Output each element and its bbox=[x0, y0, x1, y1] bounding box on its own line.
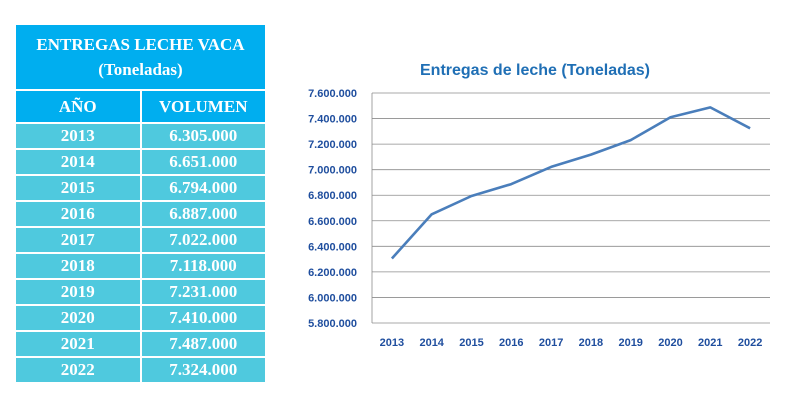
x-tick-label: 2022 bbox=[738, 337, 762, 349]
volume-cell: 6.305.000 bbox=[140, 123, 265, 150]
table-row: 2015 6.794.000 bbox=[16, 175, 265, 202]
y-tick-label: 7.200.000 bbox=[308, 139, 357, 151]
table-row: 2019 7.231.000 bbox=[16, 279, 265, 306]
volume-cell: 7.324.000 bbox=[140, 357, 265, 384]
year-cell: 2019 bbox=[16, 279, 142, 306]
table-title: ENTREGAS LECHE VACA (Toneladas) bbox=[16, 25, 265, 91]
year-cell: 2017 bbox=[16, 227, 142, 254]
volume-cell: 7.231.000 bbox=[140, 279, 265, 306]
volume-cell: 7.410.000 bbox=[140, 305, 265, 332]
x-tick-label: 2017 bbox=[539, 337, 563, 349]
volume-cell: 7.118.000 bbox=[140, 253, 265, 280]
year-cell: 2021 bbox=[16, 331, 142, 358]
x-axis-tick-labels: 2013 2014 2015 2016 2017 2018 2019 2020 2021 2022 bbox=[380, 337, 763, 349]
table-row: 2020 7.410.000 bbox=[16, 305, 265, 332]
data-table: ENTREGAS LECHE VACA (Toneladas) AÑO VOLU… bbox=[16, 25, 265, 384]
table-row: 2014 6.651.000 bbox=[16, 149, 265, 176]
year-cell: 2016 bbox=[16, 201, 142, 228]
y-tick-label: 7.000.000 bbox=[308, 165, 357, 177]
y-tick-label: 7.400.000 bbox=[308, 114, 357, 126]
y-tick-label: 6.400.000 bbox=[308, 241, 357, 253]
volume-cell: 6.887.000 bbox=[140, 201, 265, 228]
x-tick-label: 2016 bbox=[499, 337, 523, 349]
table-row: 2013 6.305.000 bbox=[16, 123, 265, 150]
milk-deliveries-table: ENTREGAS LECHE VACA (Toneladas) AÑO VOLU… bbox=[16, 25, 265, 384]
x-tick-label: 2021 bbox=[698, 337, 722, 349]
volume-cell: 6.651.000 bbox=[140, 149, 265, 176]
series-line bbox=[390, 106, 751, 260]
table-row: 2022 7.324.000 bbox=[16, 357, 265, 384]
volume-cell: 7.487.000 bbox=[140, 331, 265, 358]
year-cell: 2018 bbox=[16, 253, 142, 280]
volume-cell: 6.794.000 bbox=[140, 175, 265, 202]
x-tick-label: 2015 bbox=[459, 337, 483, 349]
y-axis-tick-labels: 5.800.000 6.000.000 6.200.000 6.400.000 6.60… bbox=[308, 88, 357, 330]
y-tick-label: 6.000.000 bbox=[308, 292, 357, 304]
column-header-year: AÑO bbox=[16, 90, 142, 124]
y-tick-label: 7.600.000 bbox=[308, 88, 357, 100]
x-tick-label: 2020 bbox=[658, 337, 682, 349]
column-header-volume: VOLUMEN bbox=[140, 90, 265, 124]
gridlines bbox=[371, 92, 770, 324]
x-tick-label: 2019 bbox=[618, 337, 642, 349]
year-cell: 2013 bbox=[16, 123, 142, 150]
x-tick-label: 2013 bbox=[380, 337, 404, 349]
year-cell: 2020 bbox=[16, 305, 142, 332]
chart-title: Entregas de leche (Toneladas) bbox=[420, 62, 650, 79]
volume-cell: 7.022.000 bbox=[140, 227, 265, 254]
table-row: 2018 7.118.000 bbox=[16, 253, 265, 280]
table-row: 2016 6.887.000 bbox=[16, 201, 265, 228]
y-tick-label: 6.800.000 bbox=[308, 190, 357, 202]
y-tick-label: 6.200.000 bbox=[308, 267, 357, 279]
year-cell: 2015 bbox=[16, 175, 142, 202]
year-cell: 2022 bbox=[16, 357, 142, 384]
x-tick-label: 2018 bbox=[579, 337, 603, 349]
x-tick-label: 2014 bbox=[419, 337, 444, 349]
table-row: 2021 7.487.000 bbox=[16, 331, 265, 358]
table-title-line1: ENTREGAS LECHE VACA bbox=[36, 35, 245, 54]
y-tick-label: 5.800.000 bbox=[308, 318, 357, 330]
table-title-line2: (Toneladas) bbox=[98, 60, 183, 79]
year-cell: 2014 bbox=[16, 149, 142, 176]
line-chart: Entregas de leche (Toneladas) 5.800.000 6… bbox=[308, 62, 770, 349]
table-row: 2017 7.022.000 bbox=[16, 227, 265, 254]
y-tick-label: 6.600.000 bbox=[308, 216, 357, 228]
